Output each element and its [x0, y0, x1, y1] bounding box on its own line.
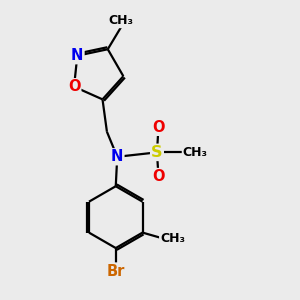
Text: CH₃: CH₃ [183, 146, 208, 159]
Text: CH₃: CH₃ [160, 232, 185, 245]
Text: Br: Br [106, 263, 125, 278]
Text: N: N [71, 48, 83, 63]
Text: N: N [111, 149, 123, 164]
Text: O: O [152, 120, 165, 135]
Text: CH₃: CH₃ [109, 14, 134, 27]
Text: O: O [68, 79, 80, 94]
Text: S: S [151, 145, 163, 160]
Text: O: O [152, 169, 165, 184]
